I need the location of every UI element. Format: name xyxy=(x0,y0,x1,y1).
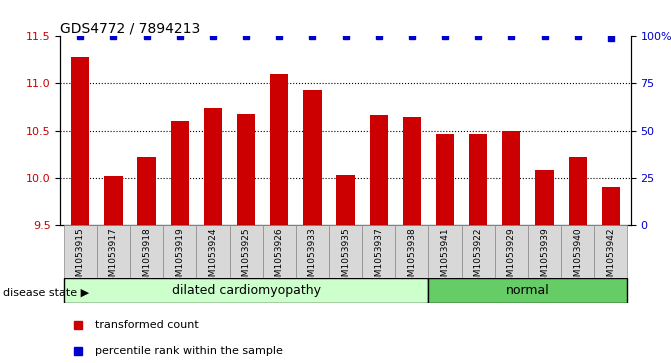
Bar xyxy=(336,175,355,225)
Bar xyxy=(204,108,222,225)
Bar xyxy=(170,121,189,225)
Text: GSM1053915: GSM1053915 xyxy=(76,228,85,289)
Text: GSM1053919: GSM1053919 xyxy=(175,228,185,289)
Bar xyxy=(270,74,289,225)
Text: GSM1053942: GSM1053942 xyxy=(607,228,615,288)
Bar xyxy=(495,225,528,278)
Bar xyxy=(429,278,627,303)
Text: GSM1053929: GSM1053929 xyxy=(507,228,516,288)
Bar xyxy=(503,131,521,225)
Bar xyxy=(395,225,429,278)
Text: GSM1053917: GSM1053917 xyxy=(109,228,118,289)
Bar xyxy=(64,225,97,278)
Bar xyxy=(163,225,197,278)
Bar xyxy=(197,225,229,278)
Bar xyxy=(138,157,156,225)
Text: transformed count: transformed count xyxy=(95,320,199,330)
Text: GSM1053939: GSM1053939 xyxy=(540,228,549,289)
Bar xyxy=(370,115,388,225)
Bar xyxy=(595,225,627,278)
Text: GSM1053918: GSM1053918 xyxy=(142,228,151,289)
Bar xyxy=(303,90,321,225)
Text: GSM1053938: GSM1053938 xyxy=(407,228,417,289)
Bar xyxy=(469,134,487,225)
Text: GSM1053940: GSM1053940 xyxy=(573,228,582,288)
Bar xyxy=(130,225,163,278)
Bar xyxy=(237,114,255,225)
Text: GDS4772 / 7894213: GDS4772 / 7894213 xyxy=(60,21,201,35)
Bar xyxy=(229,225,262,278)
Bar xyxy=(535,170,554,225)
Text: GSM1053924: GSM1053924 xyxy=(209,228,217,288)
Text: percentile rank within the sample: percentile rank within the sample xyxy=(95,346,282,356)
Bar xyxy=(436,134,454,225)
Text: GSM1053933: GSM1053933 xyxy=(308,228,317,289)
Bar xyxy=(362,225,395,278)
Bar xyxy=(462,225,495,278)
Bar xyxy=(403,118,421,225)
Text: GSM1053925: GSM1053925 xyxy=(242,228,250,288)
Bar xyxy=(97,225,130,278)
Text: normal: normal xyxy=(506,284,550,297)
Text: dilated cardiomyopathy: dilated cardiomyopathy xyxy=(172,284,321,297)
Bar xyxy=(429,225,462,278)
Text: disease state ▶: disease state ▶ xyxy=(3,287,89,297)
Text: GSM1053922: GSM1053922 xyxy=(474,228,482,288)
Bar xyxy=(262,225,296,278)
Bar xyxy=(528,225,561,278)
Bar xyxy=(602,187,620,225)
Text: GSM1053926: GSM1053926 xyxy=(274,228,284,288)
Bar xyxy=(71,57,89,225)
Bar xyxy=(64,278,429,303)
Bar xyxy=(561,225,595,278)
Text: GSM1053941: GSM1053941 xyxy=(441,228,450,288)
Text: GSM1053937: GSM1053937 xyxy=(374,228,383,289)
Bar xyxy=(568,157,587,225)
Text: GSM1053935: GSM1053935 xyxy=(341,228,350,289)
Bar xyxy=(296,225,329,278)
Bar xyxy=(329,225,362,278)
Bar xyxy=(104,176,123,225)
